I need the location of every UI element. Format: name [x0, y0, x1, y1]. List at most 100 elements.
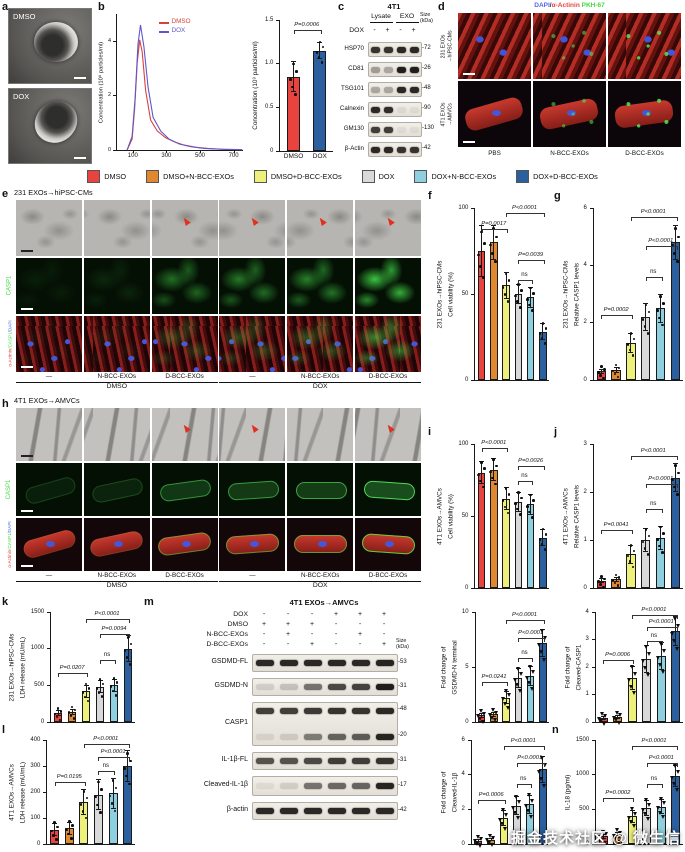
error-cap — [503, 298, 509, 300]
panel-letter-g: g — [554, 190, 561, 202]
label-part: Concentration (10⁹ particles/ml) — [252, 41, 259, 130]
error-bar — [481, 461, 483, 485]
error-cap — [125, 780, 131, 782]
micrograph-bf231 — [219, 200, 286, 256]
data-point-triangle — [494, 710, 499, 715]
y-tick-label: 4 — [461, 771, 465, 778]
error-cap — [55, 710, 61, 712]
y-tick-label: 2 — [461, 805, 465, 812]
plus-minus-sign: - — [358, 641, 362, 648]
panel-m-western-blot: m 4T1 EXOs→AMVCs Size (kDa) DOX - - - + + + DMSO +… — [136, 596, 436, 852]
casp1-fluorescence — [219, 315, 286, 372]
error-cap — [658, 548, 664, 550]
panel-letter-c: c — [338, 1, 345, 13]
protein-band — [383, 66, 394, 73]
plus-minus-sign: - — [262, 641, 266, 648]
rotated-label: 4T1 EXOs→AMVCs — [434, 444, 445, 588]
x-tick-mark — [132, 150, 134, 153]
rotated-label: →AMVCs — [447, 81, 454, 147]
y-tick-mark — [276, 19, 280, 21]
label-part: /CASP1 — [7, 332, 12, 349]
panel-e-title: 231 EXOs→hiPSC-CMs — [14, 188, 93, 197]
mw-size-label: -20 — [398, 732, 407, 739]
data-point-dot — [492, 458, 496, 461]
sig-label: P<0.0001 — [512, 611, 537, 618]
micrograph-merge231 — [219, 315, 286, 372]
column-label: D-BCC-EXOs — [165, 373, 204, 380]
error-cap — [540, 656, 546, 658]
y-tick-mark — [592, 843, 596, 845]
error-bar — [517, 283, 519, 305]
error-cap — [643, 302, 649, 304]
sig-bracket — [481, 448, 509, 453]
condition-label: DOX — [349, 27, 364, 34]
rotated-label: GSDMD-N terminal — [449, 612, 460, 722]
error-cap — [528, 684, 534, 686]
protein-label: GSDMD-N — [214, 682, 248, 689]
sig-bracket — [98, 756, 130, 761]
error-cap — [317, 58, 323, 60]
data-point-triangle — [655, 656, 660, 661]
error-cap — [81, 814, 87, 816]
data-point-dot — [629, 332, 633, 335]
protein-band — [328, 808, 346, 814]
data-point-triangle — [528, 664, 533, 669]
data-point-triangle — [530, 686, 535, 691]
nucleus — [181, 540, 191, 547]
protein-label: CASP1 — [225, 719, 248, 726]
sig-bracket — [58, 672, 89, 677]
chart-cleaved-casp1-fold-change: Fold change of Cleaved-CASP1 P=0.0006 ns P<0… — [560, 604, 684, 726]
rotated-label: Concentration (10⁸ particles/ml) — [96, 14, 107, 150]
micrograph-bf4t1 — [83, 408, 150, 461]
protein-band — [304, 684, 322, 690]
sig-bracket — [518, 658, 533, 663]
condition-label: DMSO — [227, 621, 248, 628]
sig-label: P=0.0207 — [59, 664, 85, 671]
lane-group-underline — [395, 21, 419, 23]
data-point-triangle — [611, 715, 616, 720]
data-point-dot — [86, 699, 90, 703]
rotated-label: Cell viability (%) — [445, 444, 456, 588]
legend-label: DOX+D-BCC-EXOs — [533, 171, 598, 181]
rotated-label: 4T1 EXOs→AMVCs — [6, 740, 17, 844]
micrograph-casp4t1 — [16, 462, 82, 516]
mw-size-label: -31 — [398, 756, 407, 763]
blot-title: 4T1 — [387, 2, 401, 11]
rotated-label: Cleaved-CASP1 — [573, 612, 584, 722]
y-tick-label: 6 — [583, 204, 587, 211]
micrograph-d231 — [458, 13, 531, 79]
data-point-dot — [596, 580, 600, 583]
y-tick-label: 1 — [583, 536, 587, 543]
scale-bar — [74, 77, 86, 79]
data-point-triangle — [626, 678, 631, 683]
sig-bracket — [645, 276, 663, 281]
exosome-vesicle — [33, 22, 78, 63]
data-point-triangle — [498, 817, 503, 822]
mw-size-label: -17 — [398, 781, 407, 788]
legend-item: DOX+D-BCC-EXOs — [516, 169, 598, 183]
error-bar — [645, 528, 647, 552]
data-point-dot — [125, 656, 129, 659]
data-point-triangle — [614, 711, 619, 716]
error-bar — [505, 487, 507, 511]
column-label: — — [249, 373, 256, 380]
micrograph-bf4t1 — [355, 408, 421, 461]
protein-band — [304, 733, 322, 740]
data-point-dot — [72, 717, 76, 720]
casp1-rod-fluorescence — [159, 478, 212, 503]
sig-bracket — [478, 800, 506, 805]
error-bar — [646, 645, 648, 673]
error-bar — [631, 665, 633, 691]
plus-minus-sign: + — [309, 621, 315, 628]
data-point-triangle — [631, 691, 636, 696]
sig-bracket — [646, 627, 678, 632]
data-point-dot — [519, 513, 522, 516]
channel-label: / — [549, 2, 552, 9]
mw-size-label: -48 — [422, 85, 431, 91]
mw-size-label: -72 — [422, 45, 431, 51]
y-tick-label: 3 — [583, 440, 587, 447]
data-point-triangle — [517, 688, 522, 693]
data-point-dot — [126, 636, 130, 639]
casp1-fluorescence — [355, 257, 421, 314]
data-point-dot — [538, 537, 542, 541]
